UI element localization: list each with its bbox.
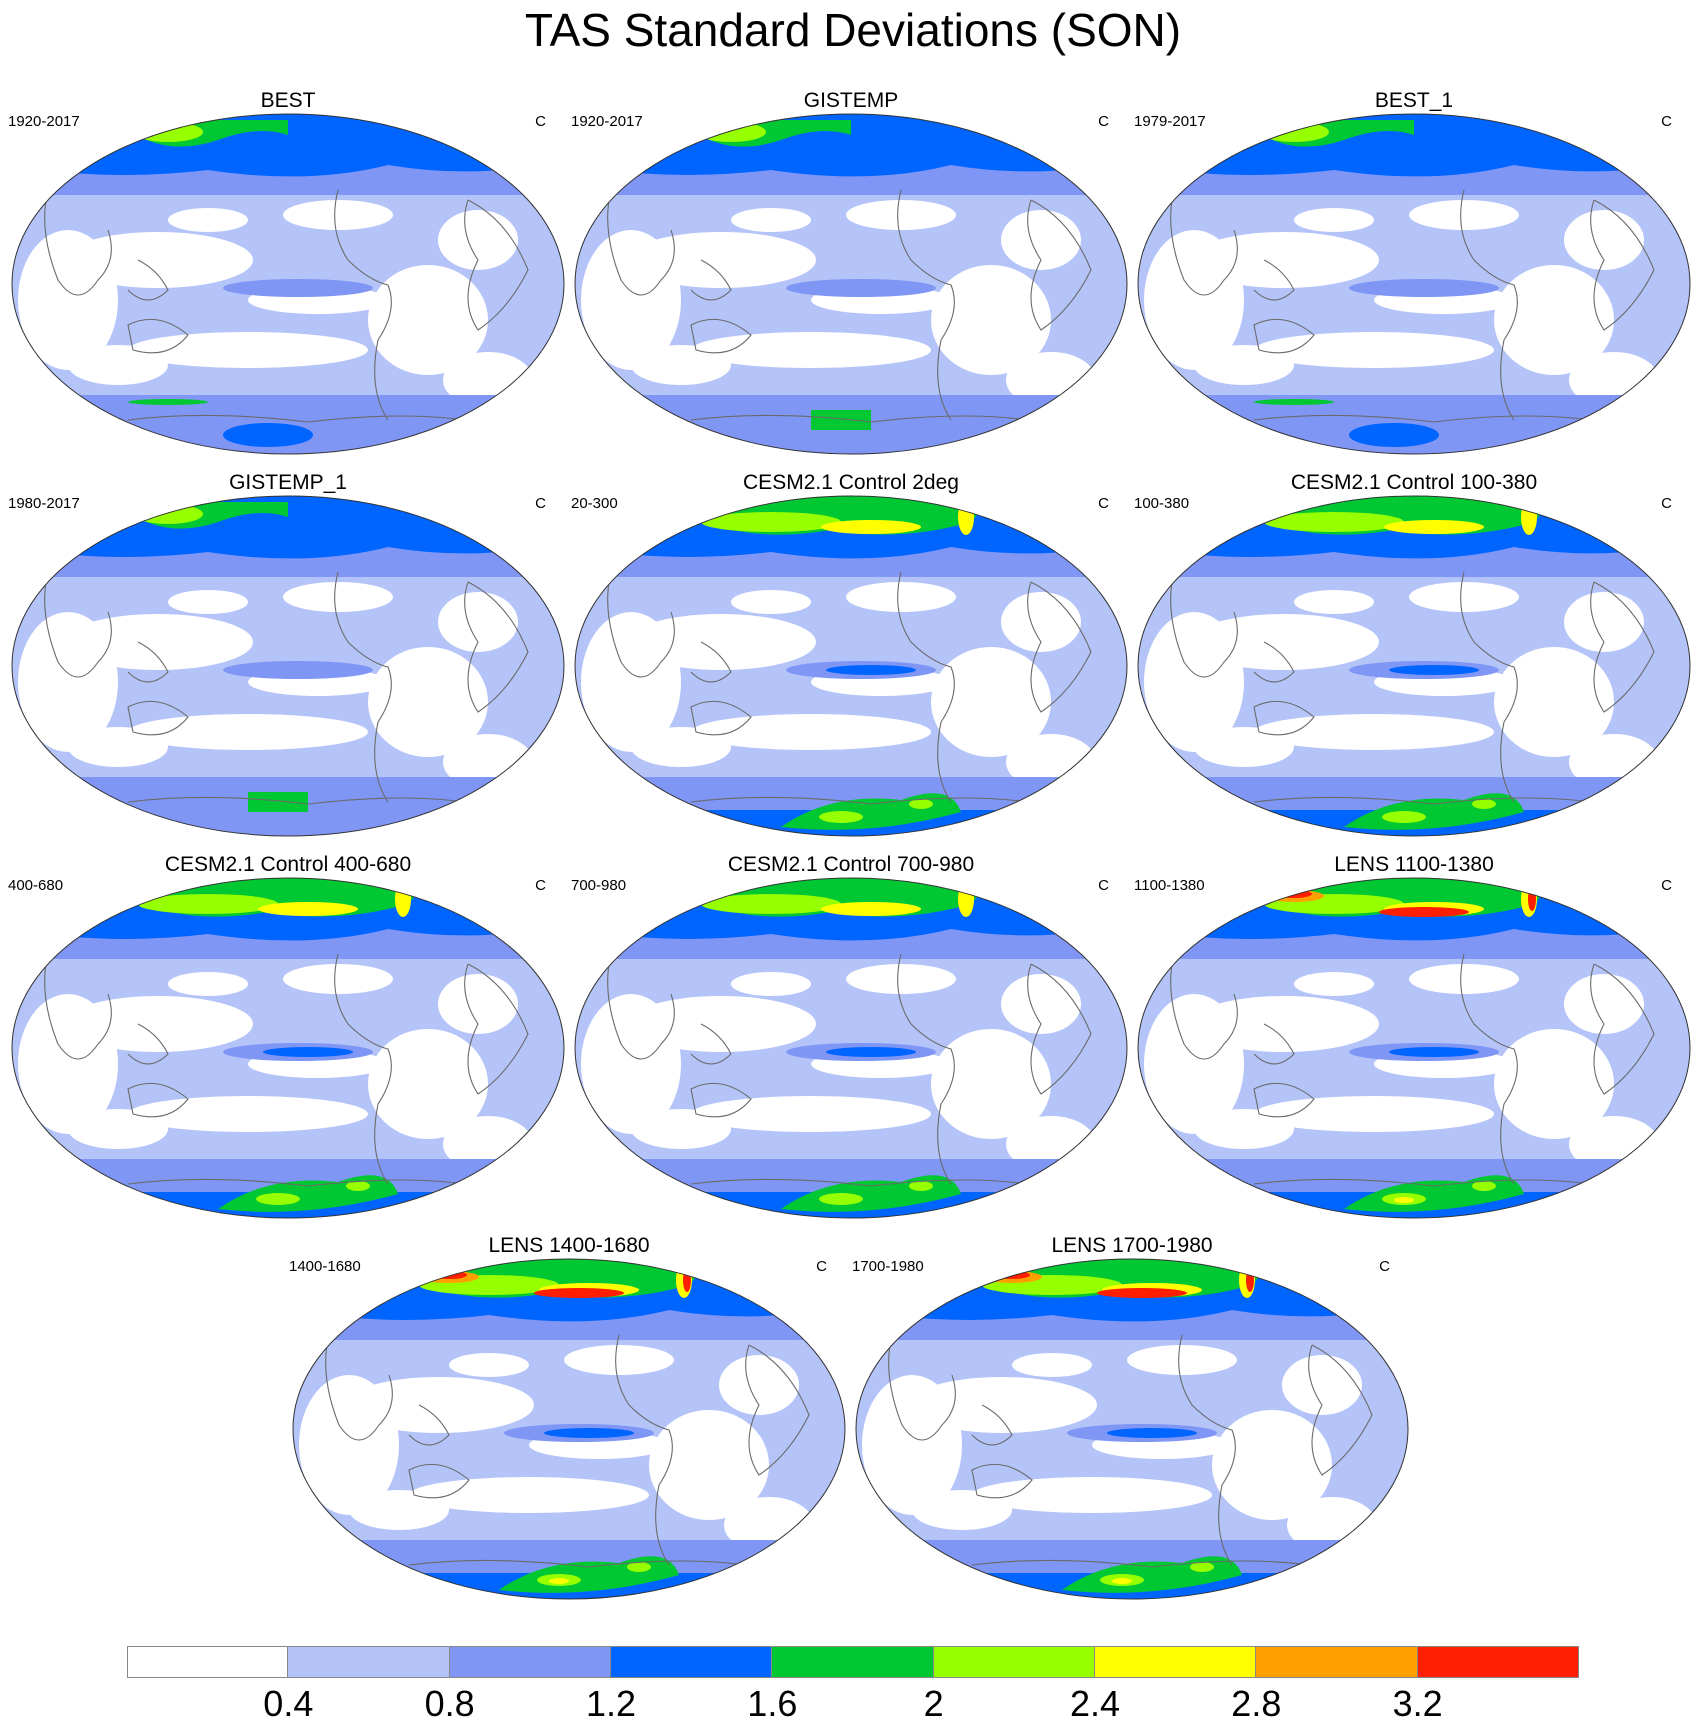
- map-field: [1138, 114, 1690, 454]
- map-field: [12, 496, 564, 836]
- panel-period: 1700-1980: [852, 1258, 924, 1275]
- panel-unit: C: [1661, 877, 1672, 894]
- panel-period: 1980-2017: [8, 495, 80, 512]
- colorbar-tick-label: 2.8: [1231, 1683, 1282, 1724]
- panel-title: CESM2.1 Control 400-680: [164, 853, 412, 876]
- panel-period: 1100-1380: [1134, 877, 1205, 894]
- world-map: [1137, 877, 1691, 1219]
- panel-unit: C: [1098, 877, 1109, 894]
- panel-title: CESM2.1 Control 100-380: [1290, 471, 1538, 494]
- panel-title: BEST_1: [1374, 89, 1454, 112]
- colorbar-segment: [772, 1646, 934, 1678]
- panel-unit: C: [1098, 495, 1109, 512]
- panel-title: CESM2.1 Control 2deg: [743, 471, 959, 494]
- colorbar-tick-label: 0.8: [424, 1683, 475, 1724]
- colorbar-frame: [127, 1646, 1579, 1678]
- panel-period: 20-300: [571, 495, 618, 512]
- panel-title: GISTEMP: [803, 89, 899, 112]
- panel-title: LENS 1400-1680: [488, 1234, 650, 1257]
- colorbar-tick-label: 2.4: [1069, 1683, 1121, 1724]
- map-panel: CESM2.1 Control 700-980 700-980 C: [571, 852, 1131, 1222]
- panel-period: 100-380: [1134, 495, 1190, 512]
- world-map: [11, 495, 565, 837]
- colorbar-tick-label: 3.2: [1392, 1683, 1443, 1724]
- panel-period: 700-980: [571, 877, 627, 894]
- panel-unit: C: [1379, 1258, 1390, 1275]
- map-field: [575, 496, 1127, 836]
- map-field: [575, 878, 1127, 1218]
- colorbar-segment: [449, 1646, 611, 1678]
- map-field: [293, 1259, 845, 1599]
- panel-title: LENS 1700-1980: [1051, 1234, 1213, 1257]
- map-field: [12, 114, 564, 454]
- colorbar-tick-label: 1.2: [585, 1683, 637, 1724]
- map-panel: GISTEMP 1920-2017 C: [571, 88, 1131, 458]
- map-field: [12, 878, 564, 1218]
- panel-unit: C: [1661, 113, 1672, 130]
- panel-period: 1920-2017: [571, 113, 643, 130]
- map-panel: BEST 1920-2017 C: [8, 88, 568, 458]
- panel-title: BEST: [260, 89, 316, 112]
- panel-unit: C: [535, 495, 546, 512]
- colorbar-segment: [127, 1646, 289, 1678]
- map-field: [575, 114, 1127, 454]
- map-panel: LENS 1700-1980 1700-1980 C: [852, 1233, 1412, 1603]
- colorbar-segment: [1417, 1646, 1579, 1678]
- world-map: [11, 877, 565, 1219]
- world-map: [292, 1258, 846, 1600]
- panel-title: CESM2.1 Control 700-980: [727, 853, 975, 876]
- panel-period: 1920-2017: [8, 113, 80, 130]
- panel-period: 1979-2017: [1134, 113, 1206, 130]
- panel-unit: C: [1661, 495, 1672, 512]
- map-panel: LENS 1400-1680 1400-1680 C: [289, 1233, 849, 1603]
- world-map: [574, 113, 1128, 455]
- panel-unit: C: [1098, 113, 1109, 130]
- map-panel: CESM2.1 Control 400-680 400-680 C: [8, 852, 568, 1222]
- map-panel: CESM2.1 Control 2deg 20-300 C: [571, 470, 1131, 840]
- panel-unit: C: [535, 877, 546, 894]
- panel-period: 400-680: [8, 877, 64, 894]
- colorbar-tick-label: 2: [923, 1683, 944, 1724]
- map-panel: BEST_1 1979-2017 C: [1134, 88, 1694, 458]
- colorbar-segment: [288, 1646, 450, 1678]
- panel-period: 1400-1680: [289, 1258, 361, 1275]
- colorbar-tick-label: 0.4: [263, 1683, 314, 1724]
- world-map: [855, 1258, 1409, 1600]
- world-map: [11, 113, 565, 455]
- colorbar-segment: [611, 1646, 773, 1678]
- colorbar: [127, 1646, 1579, 1680]
- panel-unit: C: [816, 1258, 827, 1275]
- map-panel: CESM2.1 Control 100-380 100-380 C: [1134, 470, 1694, 840]
- panel-title: LENS 1100-1380: [1334, 853, 1494, 876]
- panel-unit: C: [535, 113, 546, 130]
- world-map: [1137, 113, 1691, 455]
- map-field: [1138, 878, 1690, 1218]
- figure-title: TAS Standard Deviations (SON): [524, 4, 1182, 56]
- map-panel: GISTEMP_1 1980-2017 C: [8, 470, 568, 840]
- map-field: [1138, 496, 1690, 836]
- colorbar-tick-label: 1.6: [747, 1683, 798, 1724]
- panel-title: GISTEMP_1: [229, 471, 347, 494]
- world-map: [1137, 495, 1691, 837]
- map-panel: LENS 1100-1380 1100-1380 C: [1134, 852, 1694, 1222]
- map-field: [856, 1259, 1408, 1599]
- world-map: [574, 877, 1128, 1219]
- colorbar-segment: [933, 1646, 1095, 1678]
- world-map: [574, 495, 1128, 837]
- colorbar-segment: [1095, 1646, 1257, 1678]
- colorbar-segment: [1256, 1646, 1418, 1678]
